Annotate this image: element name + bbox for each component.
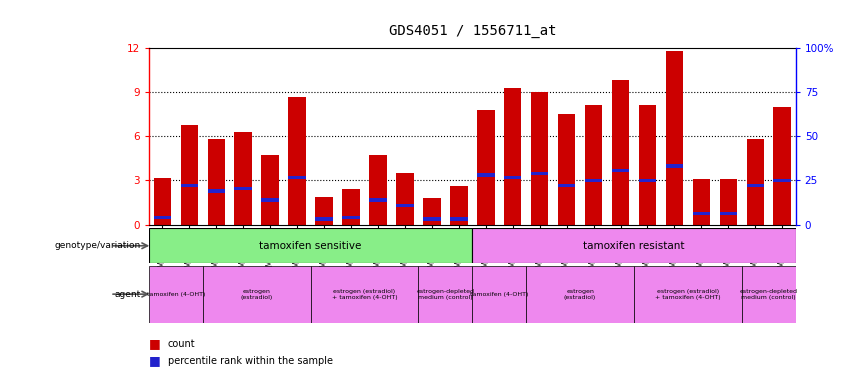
Bar xyxy=(558,114,575,225)
Text: tamoxifen sensitive: tamoxifen sensitive xyxy=(260,241,362,251)
Bar xyxy=(612,169,629,172)
Text: tamoxifen (4-OHT): tamoxifen (4-OHT) xyxy=(146,291,205,297)
Bar xyxy=(742,266,796,323)
Bar xyxy=(531,92,548,225)
Bar xyxy=(531,172,548,175)
Bar xyxy=(154,216,171,219)
Text: count: count xyxy=(168,339,195,349)
Bar xyxy=(342,189,360,225)
Text: percentile rank within the sample: percentile rank within the sample xyxy=(168,356,333,366)
Bar xyxy=(504,88,522,225)
Bar xyxy=(558,184,575,187)
Bar xyxy=(397,204,414,207)
Bar xyxy=(261,198,279,202)
Bar xyxy=(180,124,198,225)
Bar xyxy=(720,212,737,215)
Bar xyxy=(477,173,494,177)
Bar xyxy=(316,197,333,225)
Bar xyxy=(472,228,796,263)
Bar xyxy=(504,176,522,179)
Bar xyxy=(774,179,791,182)
Bar xyxy=(423,198,441,225)
Bar xyxy=(369,198,386,202)
Bar xyxy=(180,184,198,187)
Bar xyxy=(585,106,603,225)
Bar xyxy=(639,106,656,225)
Bar xyxy=(288,176,306,179)
Bar xyxy=(774,107,791,225)
Bar xyxy=(585,179,603,182)
Text: estrogen-depleted
medium (control): estrogen-depleted medium (control) xyxy=(416,289,474,300)
Text: tamoxifen (4-OHT): tamoxifen (4-OHT) xyxy=(470,291,528,297)
Text: estrogen
(estradiol): estrogen (estradiol) xyxy=(241,289,273,300)
Bar xyxy=(693,179,710,225)
Bar xyxy=(526,266,634,323)
Bar xyxy=(746,184,764,187)
Bar xyxy=(746,139,764,225)
Bar xyxy=(665,51,683,225)
Bar xyxy=(612,80,629,225)
Bar xyxy=(208,189,225,193)
Bar xyxy=(450,186,467,225)
Text: agent: agent xyxy=(114,290,140,299)
Bar xyxy=(208,139,225,225)
Bar xyxy=(423,217,441,221)
Bar xyxy=(720,179,737,225)
Bar xyxy=(261,156,279,225)
Bar xyxy=(149,228,472,263)
Bar xyxy=(397,173,414,225)
Text: ■: ■ xyxy=(149,337,161,350)
Text: estrogen (estradiol)
+ tamoxifen (4-OHT): estrogen (estradiol) + tamoxifen (4-OHT) xyxy=(332,289,397,300)
Bar xyxy=(477,110,494,225)
Bar xyxy=(450,217,467,221)
Bar xyxy=(665,164,683,168)
Bar xyxy=(342,216,360,219)
Bar xyxy=(472,266,526,323)
Bar xyxy=(316,217,333,221)
Bar xyxy=(419,266,472,323)
Bar xyxy=(235,187,252,190)
Bar xyxy=(235,132,252,225)
Text: estrogen (estradiol)
+ tamoxifen (4-OHT): estrogen (estradiol) + tamoxifen (4-OHT) xyxy=(655,289,721,300)
Bar xyxy=(149,266,203,323)
Bar xyxy=(203,266,311,323)
Bar xyxy=(369,156,386,225)
Text: estrogen
(estradiol): estrogen (estradiol) xyxy=(564,289,597,300)
Bar xyxy=(154,177,171,225)
Bar xyxy=(288,97,306,225)
Text: genotype/variation: genotype/variation xyxy=(54,241,140,250)
Text: estrogen-depleted
medium (control): estrogen-depleted medium (control) xyxy=(740,289,797,300)
Text: GDS4051 / 1556711_at: GDS4051 / 1556711_at xyxy=(389,25,556,38)
Bar xyxy=(634,266,742,323)
Bar xyxy=(311,266,419,323)
Bar xyxy=(693,212,710,215)
Text: ■: ■ xyxy=(149,354,161,367)
Text: tamoxifen resistant: tamoxifen resistant xyxy=(583,241,685,251)
Bar xyxy=(639,179,656,182)
